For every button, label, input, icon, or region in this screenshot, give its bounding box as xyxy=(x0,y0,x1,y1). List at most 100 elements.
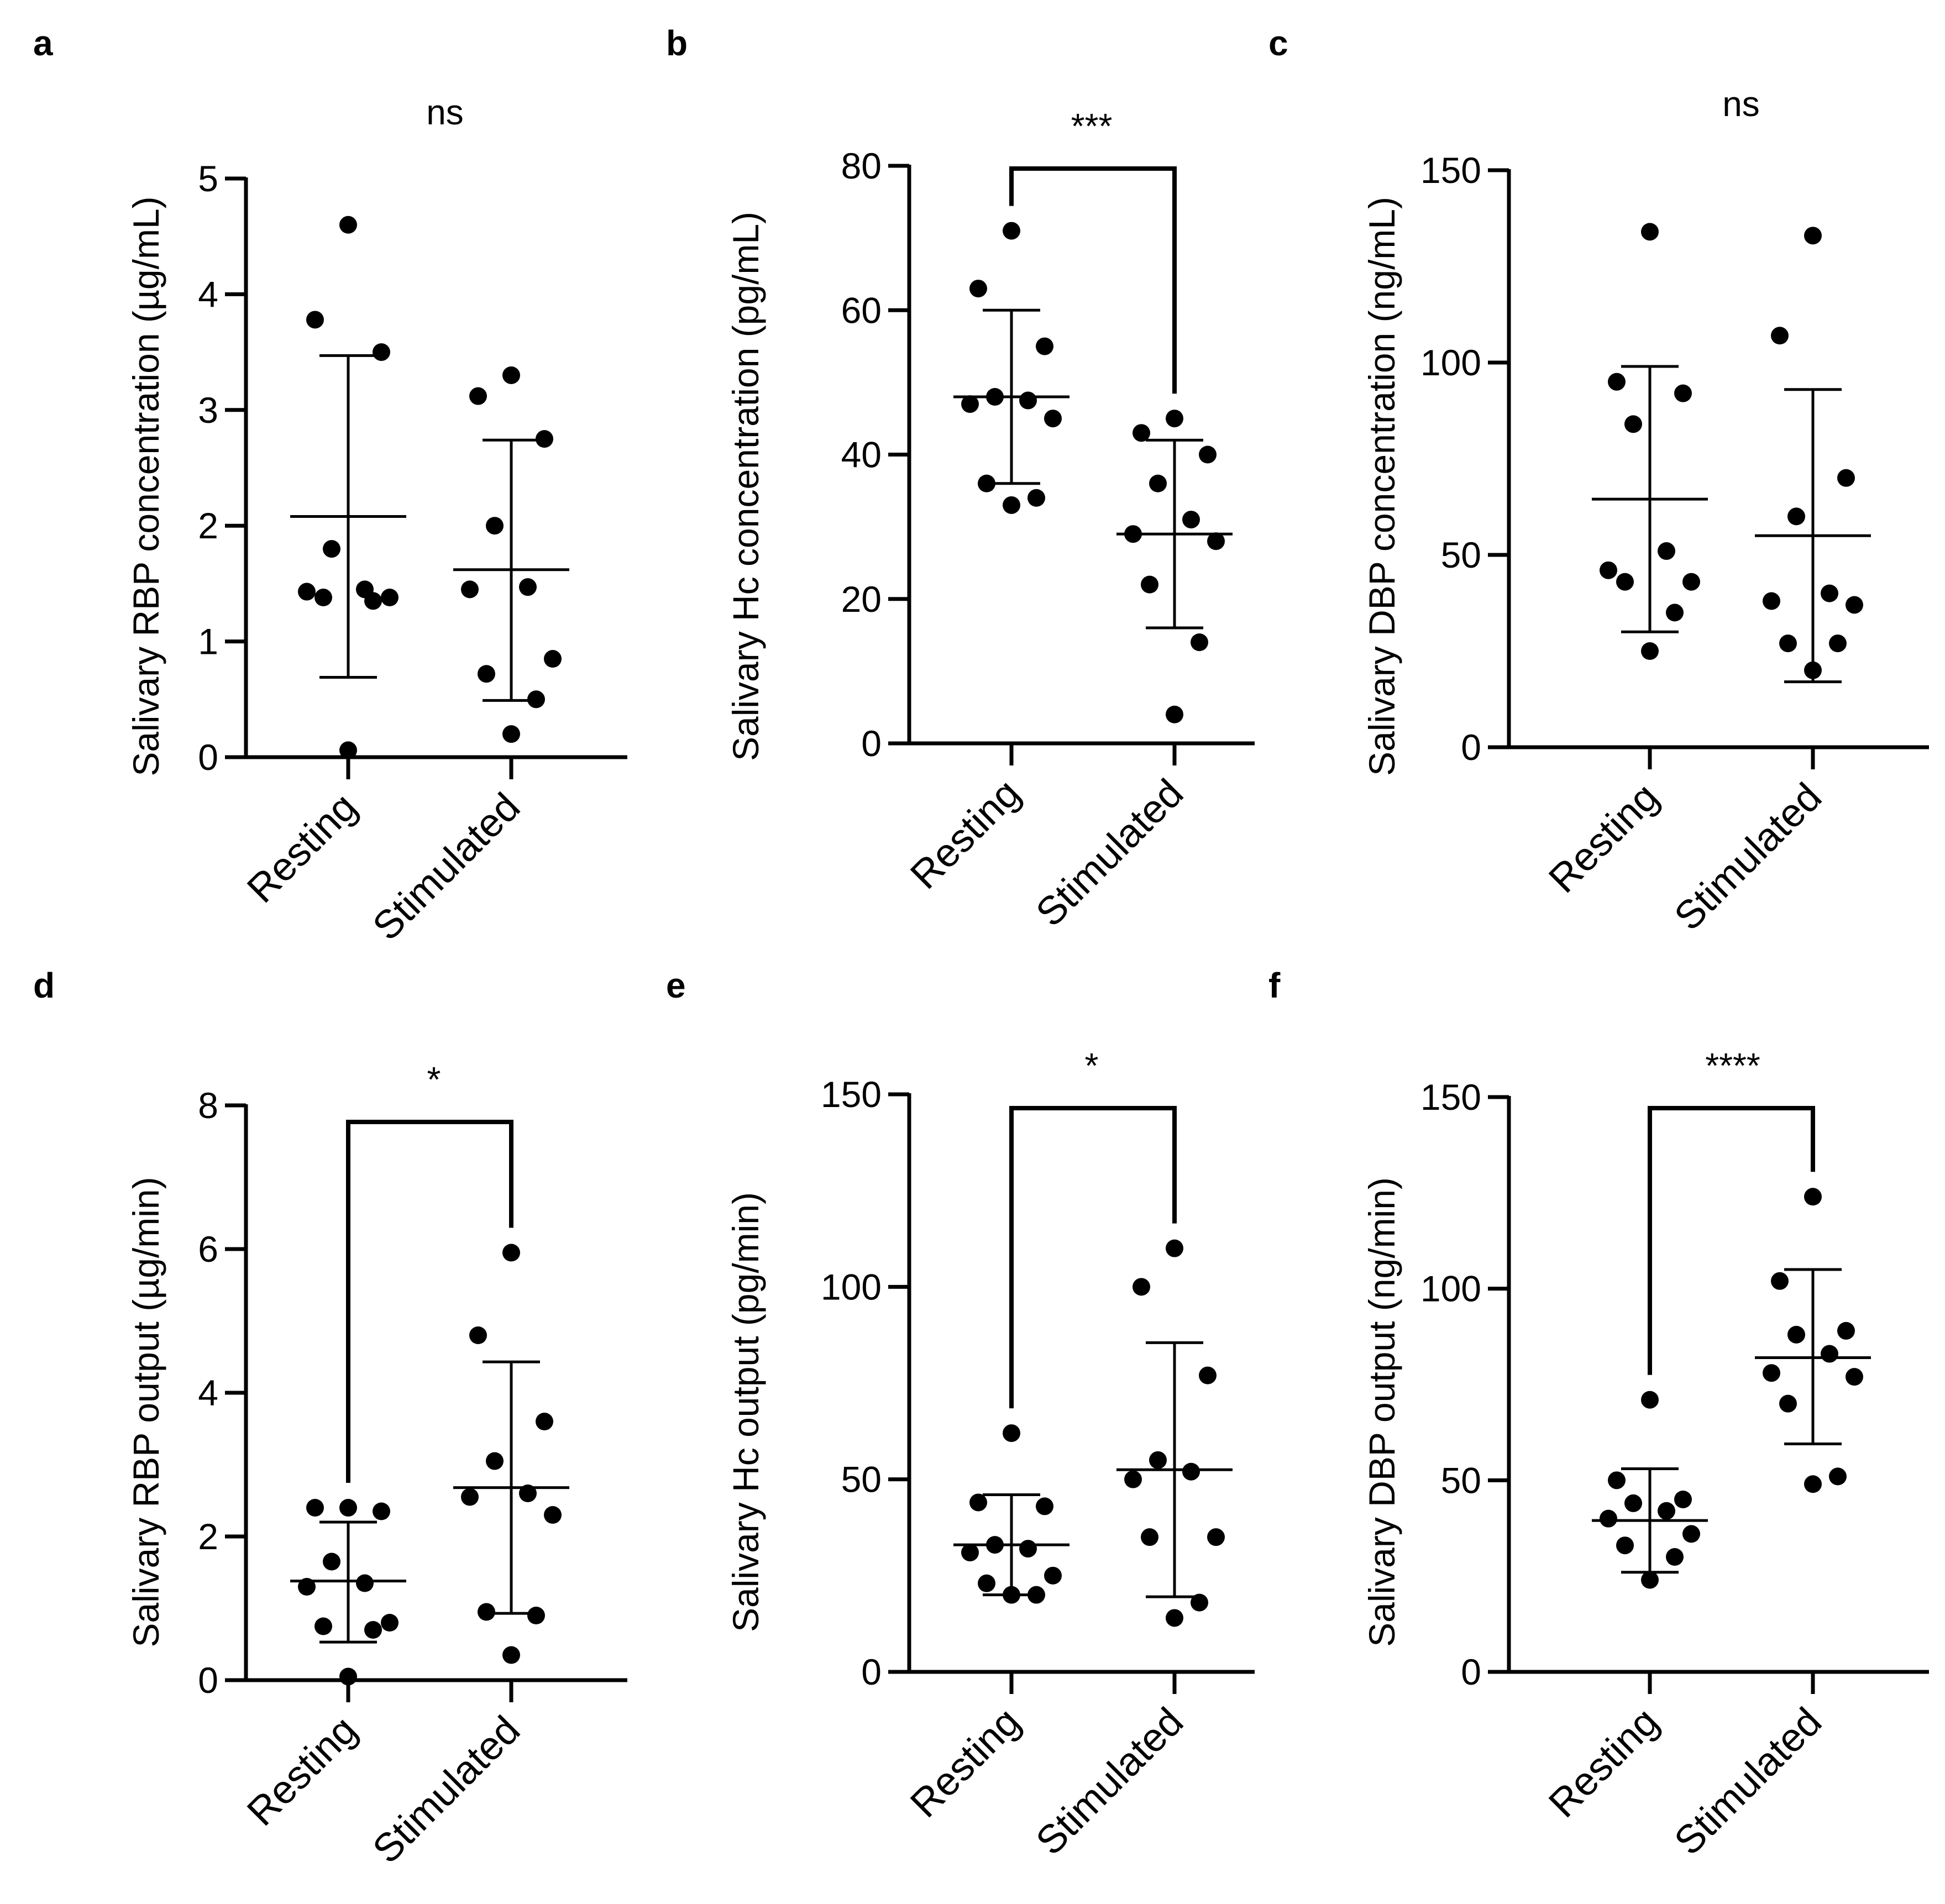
data-point xyxy=(1641,642,1659,660)
data-point xyxy=(1019,391,1037,410)
y-axis-label: Salivary DBP output (ng/min) xyxy=(1361,1177,1402,1647)
significance-bracket xyxy=(1648,1106,1815,1375)
data-point xyxy=(339,1499,357,1517)
data-point xyxy=(1141,575,1158,594)
data-point xyxy=(381,1614,399,1632)
data-point xyxy=(1133,1278,1150,1296)
y-tick-label: 2 xyxy=(198,505,218,546)
data-point xyxy=(544,650,562,668)
data-point xyxy=(1837,469,1855,487)
significance-bracket xyxy=(346,1120,513,1483)
data-marks xyxy=(1592,1106,1871,1589)
data-point xyxy=(961,395,979,413)
panel-letter: a xyxy=(33,23,53,63)
data-point xyxy=(339,741,357,759)
y-tick-label: 60 xyxy=(841,290,882,331)
data-point xyxy=(961,1544,979,1562)
data-point xyxy=(364,1621,382,1639)
data-point xyxy=(1207,1528,1225,1546)
data-point xyxy=(486,1452,504,1470)
data-point xyxy=(298,583,316,601)
data-point xyxy=(314,1617,332,1635)
data-point xyxy=(502,366,520,384)
data-point xyxy=(323,540,340,558)
data-point xyxy=(1600,1509,1617,1528)
y-tick-label: 6 xyxy=(198,1229,218,1270)
y-ticks: 0 50 100 150 xyxy=(1420,1077,1929,1694)
data-point xyxy=(478,665,495,683)
data-point xyxy=(373,343,390,361)
data-point xyxy=(1771,327,1789,345)
y-tick-label: 100 xyxy=(1420,1268,1481,1309)
y-axis-label: Salivary Hc output (pg/min) xyxy=(725,1192,766,1632)
data-point xyxy=(1641,1391,1659,1409)
data-point xyxy=(1044,410,1062,428)
data-point xyxy=(1779,634,1797,653)
data-point xyxy=(1141,1528,1158,1546)
data-point xyxy=(1771,1272,1789,1290)
data-point xyxy=(1787,507,1805,526)
data-marks xyxy=(290,216,569,759)
data-point xyxy=(1658,1502,1675,1520)
y-tick-label: 100 xyxy=(821,1266,882,1307)
y-tick-label: 4 xyxy=(198,274,218,314)
data-point xyxy=(536,1413,553,1430)
data-point xyxy=(1191,633,1208,652)
data-point xyxy=(1133,424,1150,442)
data-point xyxy=(1666,604,1684,622)
data-point xyxy=(469,387,487,405)
data-point xyxy=(1019,1540,1037,1558)
data-point xyxy=(1182,511,1200,529)
data-point xyxy=(1821,584,1838,602)
y-axis-label: Salivary DBP concentration (ng/mL) xyxy=(1361,197,1402,776)
data-point xyxy=(1666,1548,1684,1566)
data-point xyxy=(1166,705,1183,723)
y-tick-label: 50 xyxy=(1441,534,1481,575)
significance-label: ns xyxy=(1722,84,1760,124)
significance-label: *** xyxy=(1071,106,1113,146)
y-tick-label: 0 xyxy=(1461,1651,1481,1692)
y-tick-label: 20 xyxy=(841,579,882,620)
y-tick-label: 150 xyxy=(821,1074,882,1115)
data-point xyxy=(1674,384,1692,402)
data-point xyxy=(502,725,520,743)
data-point xyxy=(1616,573,1634,591)
data-point xyxy=(1149,474,1167,492)
data-point xyxy=(1846,1368,1863,1386)
y-tick-label: 0 xyxy=(861,723,882,764)
y-tick-label: 0 xyxy=(861,1651,882,1692)
data-point xyxy=(461,1488,479,1506)
y-tick-label: 50 xyxy=(841,1459,882,1500)
y-tick-label: 2 xyxy=(198,1516,218,1557)
panel-letter: b xyxy=(666,23,688,63)
data-point xyxy=(1608,373,1626,391)
data-point xyxy=(1207,532,1225,550)
data-point xyxy=(519,578,537,596)
data-point xyxy=(373,1502,390,1520)
data-point xyxy=(1641,1571,1659,1589)
data-point xyxy=(339,216,357,234)
significance-label: * xyxy=(427,1059,441,1099)
y-ticks: 0 50 100 150 xyxy=(821,1074,1255,1694)
significance-bracket xyxy=(1009,166,1177,394)
data-point xyxy=(1616,1536,1634,1555)
panel-letter: e xyxy=(666,966,686,1005)
data-point xyxy=(1027,489,1045,507)
data-point xyxy=(1804,1188,1822,1206)
y-tick-label: 3 xyxy=(198,390,218,431)
y-tick-label: 0 xyxy=(198,1660,218,1701)
data-point xyxy=(1124,1470,1142,1488)
data-point xyxy=(1763,1364,1780,1382)
panel-letter: f xyxy=(1268,966,1281,1005)
y-axis-label: Salivary RBP concentration (µg/mL) xyxy=(125,196,166,776)
y-tick-label: 50 xyxy=(1441,1460,1481,1501)
y-ticks: 0 2 4 6 8 xyxy=(198,1085,627,1702)
y-tick-label: 40 xyxy=(841,434,882,475)
y-tick-label: 150 xyxy=(1420,1077,1481,1118)
significance-bracket xyxy=(1009,1106,1177,1409)
y-tick-label: 8 xyxy=(198,1085,218,1126)
data-point xyxy=(1003,496,1020,514)
data-point xyxy=(478,1603,495,1621)
data-point xyxy=(486,517,504,535)
